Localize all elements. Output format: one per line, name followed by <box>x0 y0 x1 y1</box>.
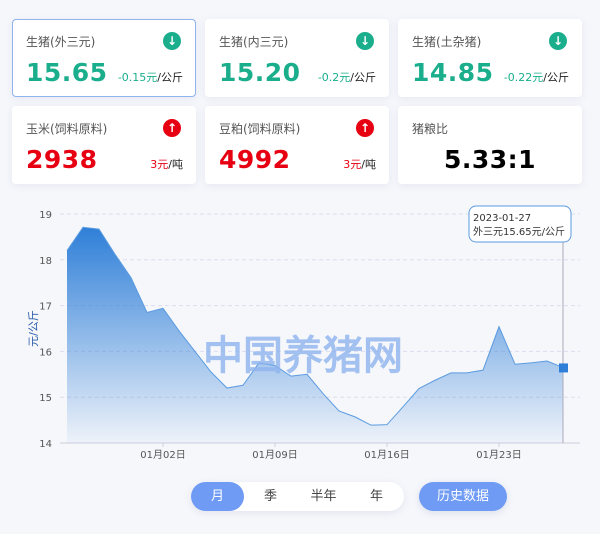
price-card[interactable]: 猪粮比 5.33:1 <box>398 106 582 184</box>
data-point <box>114 253 116 255</box>
tooltip-value: 外三元15.65元/公斤 <box>473 226 565 238</box>
price-card[interactable]: 豆粕(饲料原料) ↑ 4992 3元/吨 <box>205 106 389 184</box>
data-point <box>386 423 388 425</box>
data-point <box>450 372 452 374</box>
data-point <box>418 387 420 389</box>
range-selector: 月 季 半年 年 <box>191 482 404 511</box>
data-point <box>226 387 228 389</box>
change-unit: /公斤 <box>543 71 569 84</box>
change-unit: /吨 <box>168 158 183 171</box>
change-unit: /公斤 <box>350 71 376 84</box>
card-value: 15.65 <box>26 58 108 87</box>
card-change: -0.2元/公斤 <box>318 69 376 85</box>
price-chart: 14 15 16 17 18 19 01月02日 01月09日 01月16日 01月23日 元/公斤… <box>27 205 580 461</box>
data-point <box>66 249 68 251</box>
tooltip-date: 2023-01-27 <box>473 213 531 224</box>
data-point <box>130 276 132 278</box>
card-title: 玉米(饲料原料) <box>26 122 108 136</box>
card-change: -0.15元/公斤 <box>118 69 183 85</box>
price-card[interactable]: 生猪(土杂猪) ↓ 14.85 -0.22元/公斤 <box>398 19 582 97</box>
tab-half-year[interactable]: 半年 <box>310 489 337 504</box>
card-value: 15.20 <box>219 58 301 87</box>
data-point <box>482 369 484 371</box>
data-point <box>466 372 468 374</box>
card-value: 5.33:1 <box>443 145 537 174</box>
arrow-down-icon: ↓ <box>549 32 567 50</box>
data-point <box>194 350 196 352</box>
data-point <box>338 410 340 412</box>
card-value: 14.85 <box>412 58 494 87</box>
arrow-down-icon: ↓ <box>356 32 374 50</box>
change-amount: -0.22元 <box>503 71 544 84</box>
card-title: 猪粮比 <box>412 122 449 136</box>
y-axis-label: 元/公斤 <box>27 310 40 347</box>
tab-year[interactable]: 年 <box>369 489 383 504</box>
x-tick-label: 01月16日 <box>364 449 409 461</box>
data-point <box>370 424 372 426</box>
data-point <box>82 226 84 228</box>
tooltip-box <box>468 205 572 243</box>
card-value: 2938 <box>26 145 98 174</box>
data-point <box>322 392 324 394</box>
card-title: 生猪(外三元) <box>26 35 96 49</box>
y-tick-label: 19 <box>39 210 52 221</box>
y-tick-label: 17 <box>39 302 52 313</box>
data-point <box>530 362 532 364</box>
data-point <box>178 330 180 332</box>
data-point <box>546 360 548 362</box>
data-point <box>98 228 100 230</box>
y-tick-label: 14 <box>39 439 52 450</box>
data-point <box>498 325 500 327</box>
arrow-up-icon: ↑ <box>163 119 181 137</box>
arrow-up-icon: ↑ <box>356 119 374 137</box>
y-tick-label: 16 <box>39 347 52 358</box>
change-amount: 3元 <box>343 158 362 171</box>
card-change: 3元/吨 <box>150 156 183 172</box>
change-amount: -0.2元 <box>317 71 351 84</box>
data-point <box>354 416 356 418</box>
data-point <box>514 363 516 365</box>
x-tick-label: 01月02日 <box>140 449 185 461</box>
card-title: 豆粕(饲料原料) <box>219 122 301 136</box>
watermark: 中国养猪网 <box>203 333 403 379</box>
data-point <box>146 311 148 313</box>
card-change: -0.22元/公斤 <box>504 69 569 85</box>
series-line <box>66 226 564 426</box>
card-value: 4992 <box>219 145 291 174</box>
data-point <box>434 379 436 381</box>
active-point-marker <box>559 363 568 373</box>
price-card[interactable]: 生猪(内三元) ↓ 15.20 -0.2元/公斤 <box>205 19 389 97</box>
change-unit: /公斤 <box>157 71 183 84</box>
change-unit: /吨 <box>361 158 376 171</box>
x-tick-label: 01月09日 <box>252 449 297 461</box>
tab-month[interactable]: 月 <box>191 482 244 511</box>
data-point <box>402 406 404 408</box>
price-card[interactable]: 玉米(饲料原料) ↑ 2938 3元/吨 <box>12 106 196 184</box>
data-point <box>162 307 164 309</box>
arrow-down-icon: ↓ <box>163 32 181 50</box>
y-tick-label: 15 <box>39 393 52 404</box>
history-data-button[interactable]: 历史数据 <box>419 482 507 511</box>
card-change: 3元/吨 <box>343 156 376 172</box>
y-tick-label: 18 <box>39 256 52 267</box>
card-title: 生猪(内三元) <box>219 35 289 49</box>
area-fill <box>67 227 563 443</box>
x-tick-label: 01月23日 <box>476 449 521 461</box>
card-title: 生猪(土杂猪) <box>412 35 482 49</box>
change-amount: -0.15元 <box>117 71 158 84</box>
tab-quarter[interactable]: 季 <box>263 489 277 504</box>
change-amount: 3元 <box>150 158 169 171</box>
price-card[interactable]: 生猪(外三元) ↓ 15.65 -0.15元/公斤 <box>12 19 196 97</box>
data-point <box>242 384 244 386</box>
